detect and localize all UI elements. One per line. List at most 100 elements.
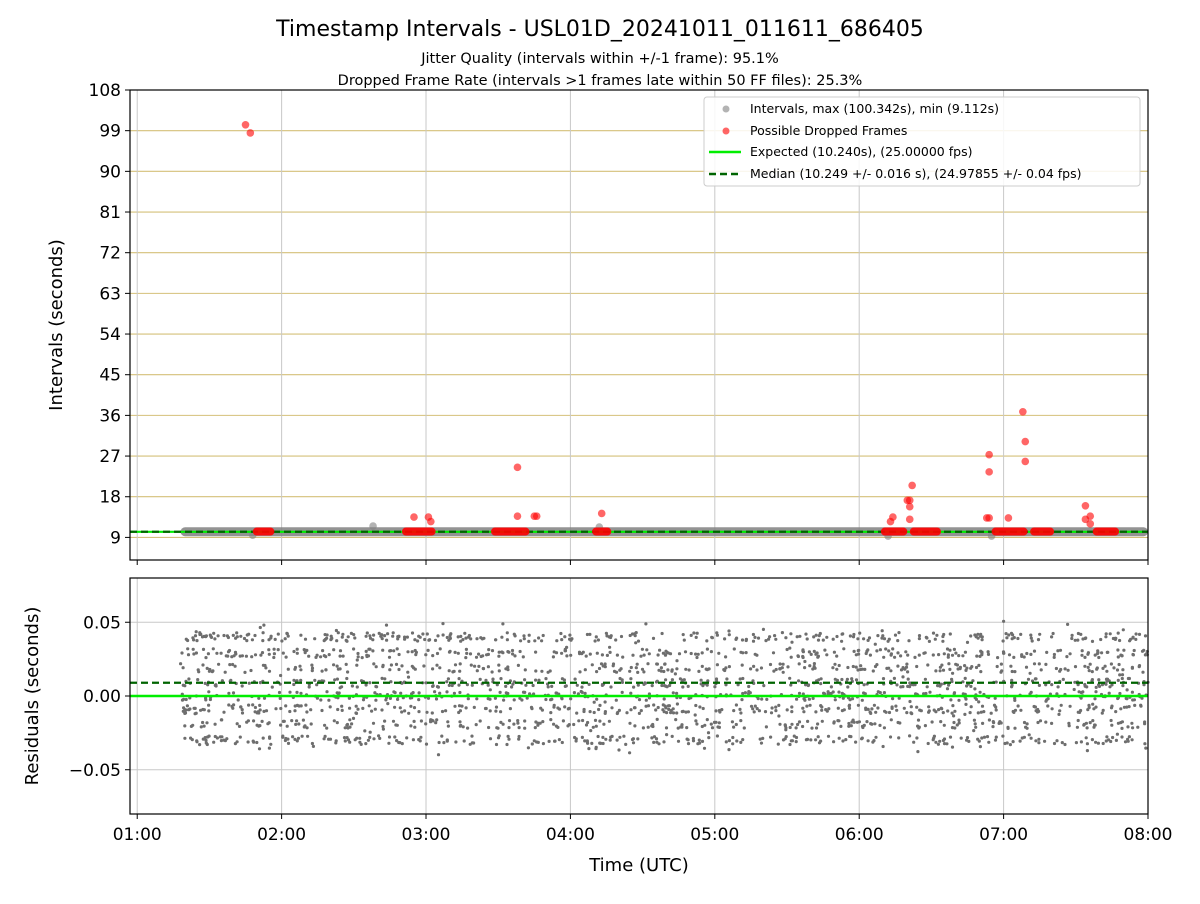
residual-point	[580, 686, 583, 689]
residual-point	[1112, 637, 1115, 640]
residual-point	[890, 654, 893, 657]
residual-point	[604, 738, 607, 741]
residual-point	[583, 739, 586, 742]
residual-point	[420, 719, 423, 722]
residual-point	[609, 651, 612, 654]
residual-point	[358, 737, 361, 740]
residual-point	[1144, 634, 1147, 637]
residual-point	[1119, 707, 1122, 710]
residual-point	[938, 740, 941, 743]
residual-point	[733, 647, 736, 650]
residual-point	[1133, 704, 1136, 707]
residual-point	[1114, 710, 1117, 713]
residual-point	[1019, 740, 1022, 743]
residual-point	[183, 724, 186, 727]
residual-point	[1067, 669, 1070, 672]
residual-point	[740, 698, 743, 701]
residual-point	[589, 653, 592, 656]
residual-point	[734, 638, 737, 641]
residual-point	[208, 670, 211, 673]
residual-point	[1116, 668, 1119, 671]
residual-point	[297, 722, 300, 725]
residual-point	[1133, 649, 1136, 652]
residual-point	[423, 638, 426, 641]
dropped-frame-point	[1005, 514, 1013, 522]
residual-point	[277, 648, 280, 651]
residual-point	[667, 651, 670, 654]
residual-point	[1023, 721, 1026, 724]
residual-point	[536, 724, 539, 727]
residual-point	[1008, 653, 1011, 656]
residual-point	[304, 704, 307, 707]
residual-point	[475, 656, 478, 659]
residual-point	[296, 652, 299, 655]
residual-point	[365, 655, 368, 658]
residual-point	[808, 650, 811, 653]
residual-point	[613, 670, 616, 673]
residual-point	[827, 735, 830, 738]
residual-point	[977, 664, 980, 667]
residual-point	[694, 704, 697, 707]
residual-point	[534, 669, 537, 672]
residual-point	[365, 635, 368, 638]
residual-point	[625, 711, 628, 714]
residual-point	[350, 722, 353, 725]
intervals-y-tick-label: 72	[99, 244, 121, 264]
residual-point	[306, 726, 309, 729]
residual-point	[412, 738, 415, 741]
residual-point	[681, 710, 684, 713]
residual-point	[964, 677, 967, 680]
residual-point	[245, 655, 248, 658]
residual-point	[806, 720, 809, 723]
residual-point	[595, 670, 598, 673]
residual-point	[374, 708, 377, 711]
residual-point	[248, 682, 251, 685]
residual-point	[454, 740, 457, 743]
residual-point	[975, 666, 978, 669]
residual-point	[951, 654, 954, 657]
residual-point	[491, 670, 494, 673]
residual-point	[698, 739, 701, 742]
residual-point	[183, 708, 186, 711]
residual-point	[980, 736, 983, 739]
residual-point	[1118, 673, 1121, 676]
residual-point	[406, 650, 409, 653]
residual-point	[254, 653, 257, 656]
residual-point	[1023, 736, 1026, 739]
residual-point	[872, 669, 875, 672]
residual-point	[1079, 633, 1082, 636]
residual-point	[751, 707, 754, 710]
residual-point	[368, 704, 371, 707]
residual-point	[507, 726, 510, 729]
residual-point	[273, 648, 276, 651]
residual-point	[764, 639, 767, 642]
residual-point	[832, 740, 835, 743]
residual-point	[949, 736, 952, 739]
dropped-frame-point	[887, 518, 895, 526]
interval-point	[369, 522, 377, 530]
residual-point	[1086, 726, 1089, 729]
residual-point	[407, 676, 410, 679]
residual-point	[973, 633, 976, 636]
residual-point	[299, 679, 302, 682]
residual-point	[640, 709, 643, 712]
residual-point	[399, 706, 402, 709]
residual-point	[608, 720, 611, 723]
intervals-y-tick-label: 36	[99, 406, 121, 426]
residual-point	[964, 703, 967, 706]
residual-point	[690, 652, 693, 655]
residual-point	[1038, 662, 1041, 665]
residual-point	[774, 638, 777, 641]
residual-point	[593, 701, 596, 704]
residual-point	[655, 680, 658, 683]
residual-point	[1086, 653, 1089, 656]
residual-point	[675, 667, 678, 670]
residual-point	[1058, 709, 1061, 712]
residual-point	[1086, 742, 1089, 745]
residual-point	[724, 666, 727, 669]
residual-point	[1002, 620, 1005, 623]
residual-point	[964, 651, 967, 654]
residual-point	[821, 720, 824, 723]
residual-point	[194, 712, 197, 715]
residual-point	[895, 709, 898, 712]
